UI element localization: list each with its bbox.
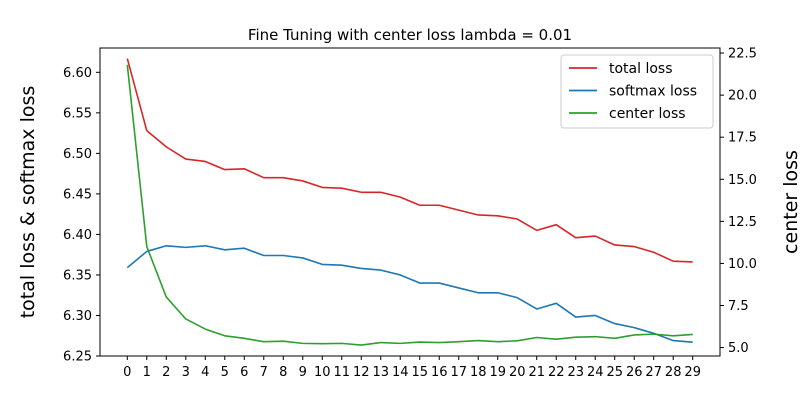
- y-tick-label-left: 6.25: [63, 350, 92, 365]
- x-tick-label: 3: [182, 365, 190, 380]
- y-tick-label-right: 20.0: [728, 89, 757, 104]
- x-tick-label: 17: [450, 365, 467, 380]
- x-tick-label: 11: [333, 365, 350, 380]
- axes: 0 1 2 3 4 5 6 7 8 9 10 11 12 13 14 15 16 17 18 19 20 21 22 23 24…: [63, 47, 757, 380]
- x-tick-label: 2: [162, 365, 170, 380]
- x-tick-label: 4: [201, 365, 209, 380]
- x-tick-label: 22: [548, 365, 565, 380]
- x-tick-label: 7: [260, 365, 268, 380]
- x-tick-label: 5: [221, 365, 229, 380]
- series-line-softmax-loss: [126, 244, 693, 344]
- x-tick-label: 27: [645, 365, 662, 380]
- series-line-center-loss: [126, 64, 693, 346]
- y-tick-label-left: 6.50: [63, 147, 92, 162]
- y-tick-label-left: 6.45: [63, 187, 92, 202]
- x-tick-label: 24: [587, 365, 604, 380]
- y-tick-label-right: 10.0: [728, 257, 757, 272]
- legend-box: [560, 54, 714, 129]
- x-tick-label: 14: [392, 365, 409, 380]
- legend-label-softmax-loss: softmax loss: [609, 84, 697, 100]
- x-tick-label: 15: [411, 365, 428, 380]
- legend-label-center-loss: center loss: [609, 106, 686, 122]
- y-tick-label-right: 15.0: [728, 173, 757, 188]
- y-axis-right-title: center loss: [780, 150, 800, 254]
- y-tick-label-right: 7.5: [728, 299, 749, 314]
- y-tick-label-right: 5.0: [728, 341, 749, 356]
- y-axis-left-title: total loss & softmax loss: [17, 86, 39, 319]
- x-tick-label: 19: [489, 365, 506, 380]
- y-tick-label-left: 6.55: [63, 106, 92, 121]
- chart-title: Fine Tuning with center loss lambda = 0.…: [248, 26, 572, 44]
- y-tick-label-right: 12.5: [728, 215, 757, 230]
- series-lines: [126, 58, 693, 346]
- legend: total loss softmax loss center loss: [560, 54, 714, 129]
- x-tick-label: 12: [353, 365, 370, 380]
- y-tick-label-left: 6.40: [63, 228, 92, 243]
- x-tick-label: 20: [509, 365, 526, 380]
- x-tick-label: 0: [123, 365, 131, 380]
- x-tick-label: 10: [314, 365, 331, 380]
- y-tick-label-left: 6.60: [63, 66, 92, 81]
- x-tick-label: 16: [431, 365, 448, 380]
- x-tick-label: 25: [606, 365, 623, 380]
- x-tick-label: 8: [279, 365, 287, 380]
- y-tick-label-right: 22.5: [728, 47, 757, 62]
- legend-label-total-loss: total loss: [609, 61, 673, 77]
- series-line-total-loss: [126, 58, 693, 263]
- x-tick-label: 29: [684, 365, 701, 380]
- x-tick-label: 13: [372, 365, 389, 380]
- x-tick-label: 9: [299, 365, 307, 380]
- y-tick-label-left: 6.30: [63, 309, 92, 324]
- x-tick-label: 28: [665, 365, 682, 380]
- x-tick-label: 21: [528, 365, 545, 380]
- y-tick-label-left: 6.35: [63, 268, 92, 283]
- x-tick-label: 6: [240, 365, 248, 380]
- x-tick-label: 18: [470, 365, 487, 380]
- plot-frame: [99, 47, 721, 357]
- x-tick-label: 1: [143, 365, 151, 380]
- y-tick-label-right: 17.5: [728, 131, 757, 146]
- x-tick-label: 26: [626, 365, 643, 380]
- x-tick-label: 23: [567, 365, 584, 380]
